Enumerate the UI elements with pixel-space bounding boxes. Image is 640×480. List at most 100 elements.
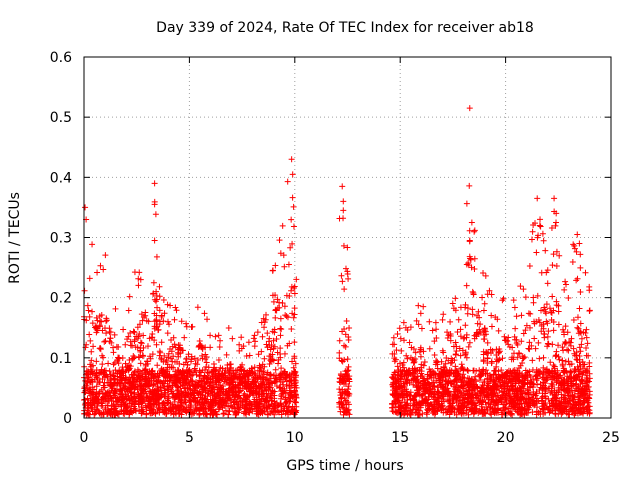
data-point	[82, 389, 89, 396]
data-point	[259, 333, 266, 340]
data-point	[563, 410, 570, 417]
data-point	[553, 373, 560, 380]
data-point	[489, 347, 496, 354]
data-point	[98, 318, 105, 325]
data-point	[459, 400, 466, 407]
data-point	[84, 302, 91, 309]
data-point	[254, 329, 261, 336]
data-point	[544, 267, 551, 274]
data-point	[337, 408, 344, 415]
data-point	[221, 410, 228, 417]
data-point	[525, 400, 532, 407]
data-point	[151, 180, 158, 187]
data-point	[81, 396, 88, 403]
data-point	[470, 291, 477, 298]
data-point	[130, 352, 137, 359]
data-point	[104, 396, 111, 403]
data-point	[86, 275, 93, 282]
data-point	[439, 377, 446, 384]
data-point	[562, 323, 569, 330]
data-point	[462, 304, 469, 311]
data-point	[243, 370, 250, 377]
data-point	[431, 396, 438, 403]
data-point	[470, 382, 477, 389]
data-point	[155, 327, 162, 334]
data-point	[417, 373, 424, 380]
data-point	[565, 358, 572, 365]
data-point	[291, 305, 298, 312]
data-point	[341, 286, 348, 293]
data-point	[269, 397, 276, 404]
data-point	[452, 351, 459, 358]
data-point	[502, 403, 509, 410]
data-point	[184, 361, 191, 368]
data-point	[88, 357, 95, 364]
data-point	[205, 364, 212, 371]
data-point	[539, 385, 546, 392]
data-point	[239, 375, 246, 382]
data-point	[530, 299, 537, 306]
y-tick-label: 0.4	[50, 170, 72, 186]
data-point	[469, 400, 476, 407]
data-point	[580, 406, 587, 413]
data-point	[543, 366, 550, 373]
data-point	[458, 365, 465, 372]
data-point	[457, 352, 464, 359]
data-point	[161, 352, 168, 359]
data-point	[518, 338, 525, 345]
data-point	[264, 405, 271, 412]
data-point	[494, 316, 501, 323]
data-point	[153, 378, 160, 385]
data-point	[448, 404, 455, 411]
data-point	[417, 346, 424, 353]
data-point	[84, 377, 91, 384]
data-point	[110, 361, 117, 368]
data-point	[511, 304, 518, 311]
data-point	[440, 364, 447, 371]
data-point	[545, 368, 552, 375]
data-point	[160, 383, 167, 390]
data-point	[515, 350, 522, 357]
data-point	[238, 334, 245, 341]
data-point	[471, 227, 478, 234]
data-point	[236, 394, 243, 401]
data-point	[247, 369, 254, 376]
data-point	[577, 328, 584, 335]
data-point	[110, 372, 117, 379]
data-point	[447, 408, 454, 415]
data-point	[89, 308, 96, 315]
data-point	[442, 409, 449, 416]
data-point	[261, 402, 268, 409]
data-point	[562, 392, 569, 399]
data-point	[415, 379, 422, 386]
data-point	[520, 330, 527, 337]
data-point	[560, 347, 567, 354]
data-point	[181, 396, 188, 403]
data-point	[398, 384, 405, 391]
data-point	[524, 372, 531, 379]
data-point	[514, 385, 521, 392]
data-point	[539, 374, 546, 381]
data-point	[440, 311, 447, 318]
data-point	[466, 105, 473, 112]
data-point	[112, 411, 119, 418]
data-point	[459, 347, 466, 354]
data-point	[447, 318, 454, 325]
data-point	[158, 339, 165, 346]
data-point	[215, 377, 222, 384]
data-point	[528, 381, 535, 388]
data-point	[292, 368, 299, 375]
data-point	[266, 353, 273, 360]
data-point	[200, 410, 207, 417]
data-point	[258, 348, 265, 355]
chart-title: Day 339 of 2024, Rate Of TEC Index for r…	[156, 20, 534, 36]
data-point	[293, 276, 300, 283]
data-point	[168, 336, 175, 343]
data-point	[113, 388, 120, 395]
data-point	[574, 314, 581, 321]
data-point	[339, 278, 346, 285]
data-point	[468, 219, 475, 226]
data-point	[154, 383, 161, 390]
data-point	[579, 400, 586, 407]
data-point	[144, 360, 151, 367]
